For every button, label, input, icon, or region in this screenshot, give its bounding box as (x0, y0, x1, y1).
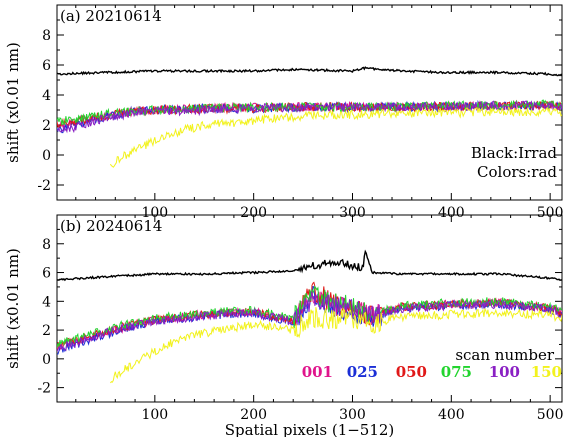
x-tick-label: 100 (141, 205, 168, 221)
panel-a: 100 200 300 400 500 -2 0 2 4 6 8 shift (x0.01 nm) (a… (4, 4, 564, 221)
series-line-100 (57, 291, 562, 352)
panel-b: 100 200 300 400 500 -2 0 2 4 6 8 shift (x0.01 nm) Sp… (4, 214, 564, 439)
y-tick-label: 8 (42, 28, 51, 44)
y-tick-label: 0 (42, 352, 51, 368)
series-line-irrad (57, 249, 562, 282)
x-tick-label: 300 (339, 205, 366, 221)
x-tick-label: 400 (438, 407, 465, 423)
series-line-150 (110, 307, 562, 384)
y-tick-label: 2 (42, 323, 51, 339)
y-tick-label: 4 (42, 88, 51, 104)
x-tick-label: 200 (240, 407, 267, 423)
y-tick-label: -2 (37, 381, 51, 397)
y-axis-title: shift (x0.01 nm) (4, 42, 22, 163)
y-tick-label: 6 (42, 266, 51, 282)
legend-entry-001: 001 (302, 363, 333, 381)
annotation-text: Black:Irrad (471, 144, 558, 162)
x-tick-label: 100 (141, 407, 168, 423)
y-axis-title: shift (x0.01 nm) (4, 248, 22, 369)
x-tick-label: 200 (240, 205, 267, 221)
legend-entry-025: 025 (347, 363, 378, 381)
y-tick-label: 6 (42, 58, 51, 74)
x-tick-label: 500 (537, 205, 564, 221)
legend-entry-100: 100 (489, 363, 520, 381)
y-tick-label: 4 (42, 294, 51, 310)
x-tick-label: 500 (537, 407, 564, 423)
legend-title: scan number (455, 346, 554, 364)
y-tick-label: -2 (37, 178, 51, 194)
series-line-150 (109, 106, 562, 168)
x-tick-label: 300 (339, 407, 366, 423)
panel-title: (b) 20240614 (60, 217, 162, 235)
x-axis-title: Spatial pixels (1−512) (225, 421, 395, 437)
annotation-text: Colors:rad (477, 163, 557, 181)
legend-entry-050: 050 (396, 363, 427, 381)
series-line-100 (57, 100, 562, 134)
x-tick-label: 400 (438, 205, 465, 221)
y-tick-label: 2 (42, 118, 51, 134)
plot-frame (56, 214, 563, 403)
y-tick-label: 8 (42, 237, 51, 253)
series-line-irrad (57, 66, 562, 77)
series-line-050 (57, 99, 562, 128)
legend-entry-150: 150 (531, 363, 562, 381)
panel-title: (a) 20210614 (60, 7, 162, 25)
y-tick-label: 0 (42, 148, 51, 164)
legend-entry-075: 075 (441, 363, 472, 381)
